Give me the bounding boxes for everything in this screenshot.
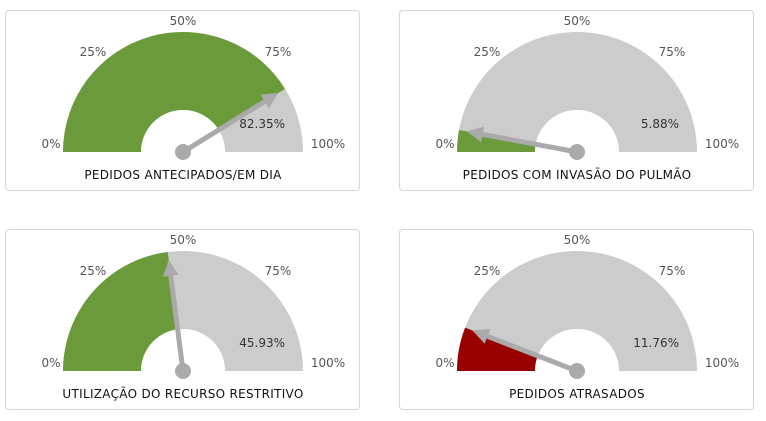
gauge-needle bbox=[482, 131, 578, 155]
gauge-needle-pivot bbox=[175, 144, 191, 160]
gauge-card-3: 0% 25% 50% 75% 100% 11.76% PEDIDOS ATRAS… bbox=[399, 229, 754, 410]
gauge-needle-arrowhead bbox=[260, 93, 279, 109]
tick-label-50: 50% bbox=[564, 14, 591, 28]
gauge-value-label: 45.93% bbox=[239, 336, 285, 350]
gauge-needle-arrowhead bbox=[466, 126, 485, 143]
tick-label-0: 0% bbox=[435, 137, 454, 151]
gauge-2: 0% 25% 50% 75% 100% 45.93% UTILIZAÇÃO DO… bbox=[41, 233, 345, 401]
gauge-title: UTILIZAÇÃO DO RECURSO RESTRITIVO bbox=[62, 386, 303, 401]
gauge-value-label: 11.76% bbox=[633, 336, 679, 350]
gauge-card-2: 0% 25% 50% 75% 100% 45.93% UTILIZAÇÃO DO… bbox=[5, 229, 360, 410]
gauge-title: PEDIDOS COM INVASÃO DO PULMÃO bbox=[463, 167, 692, 182]
tick-label-25: 25% bbox=[474, 45, 501, 59]
gauge-needle bbox=[486, 334, 578, 374]
gauge-value-label: 82.35% bbox=[239, 117, 285, 131]
gauge-0: 0% 25% 50% 75% 100% 82.35% PEDIDOS ANTEC… bbox=[41, 14, 345, 182]
gauge-1: 0% 25% 50% 75% 100% 5.88% PEDIDOS COM IN… bbox=[435, 14, 739, 182]
gauge-needle bbox=[181, 99, 266, 155]
gauge-needle bbox=[168, 275, 186, 372]
gauge-track bbox=[457, 251, 697, 371]
gauge-track bbox=[457, 32, 697, 152]
tick-label-100: 100% bbox=[311, 356, 345, 370]
tick-label-50: 50% bbox=[170, 14, 197, 28]
gauge-needle-pivot bbox=[569, 144, 585, 160]
gauge-needle-arrowhead bbox=[162, 259, 179, 277]
gauge-needle-pivot bbox=[569, 363, 585, 379]
gauge-inner-cutout bbox=[141, 329, 225, 371]
gauge-needle-arrowhead bbox=[472, 328, 491, 344]
tick-label-25: 25% bbox=[80, 264, 107, 278]
gauge-3: 0% 25% 50% 75% 100% 11.76% PEDIDOS ATRAS… bbox=[435, 233, 739, 401]
gauge-title: PEDIDOS ANTECIPADOS/EM DIA bbox=[84, 168, 282, 182]
tick-label-50: 50% bbox=[170, 233, 197, 247]
tick-label-100: 100% bbox=[705, 137, 739, 151]
tick-label-50: 50% bbox=[564, 233, 591, 247]
gauge-card-0: 0% 25% 50% 75% 100% 82.35% PEDIDOS ANTEC… bbox=[5, 10, 360, 191]
tick-label-75: 75% bbox=[265, 264, 292, 278]
tick-label-0: 0% bbox=[435, 356, 454, 370]
tick-label-25: 25% bbox=[80, 45, 107, 59]
gauge-fill bbox=[457, 327, 538, 371]
gauge-title: PEDIDOS ATRASADOS bbox=[509, 387, 645, 401]
gauge-fill bbox=[63, 251, 178, 371]
tick-label-75: 75% bbox=[265, 45, 292, 59]
tick-label-25: 25% bbox=[474, 264, 501, 278]
tick-label-75: 75% bbox=[659, 45, 686, 59]
tick-label-100: 100% bbox=[311, 137, 345, 151]
gauge-inner-cutout bbox=[535, 110, 619, 152]
tick-label-0: 0% bbox=[41, 356, 60, 370]
gauge-card-1: 0% 25% 50% 75% 100% 5.88% PEDIDOS COM IN… bbox=[399, 10, 754, 191]
tick-label-100: 100% bbox=[705, 356, 739, 370]
tick-label-75: 75% bbox=[659, 264, 686, 278]
gauge-value-label: 5.88% bbox=[641, 117, 679, 131]
gauge-needle-pivot bbox=[175, 363, 191, 379]
tick-label-0: 0% bbox=[41, 137, 60, 151]
